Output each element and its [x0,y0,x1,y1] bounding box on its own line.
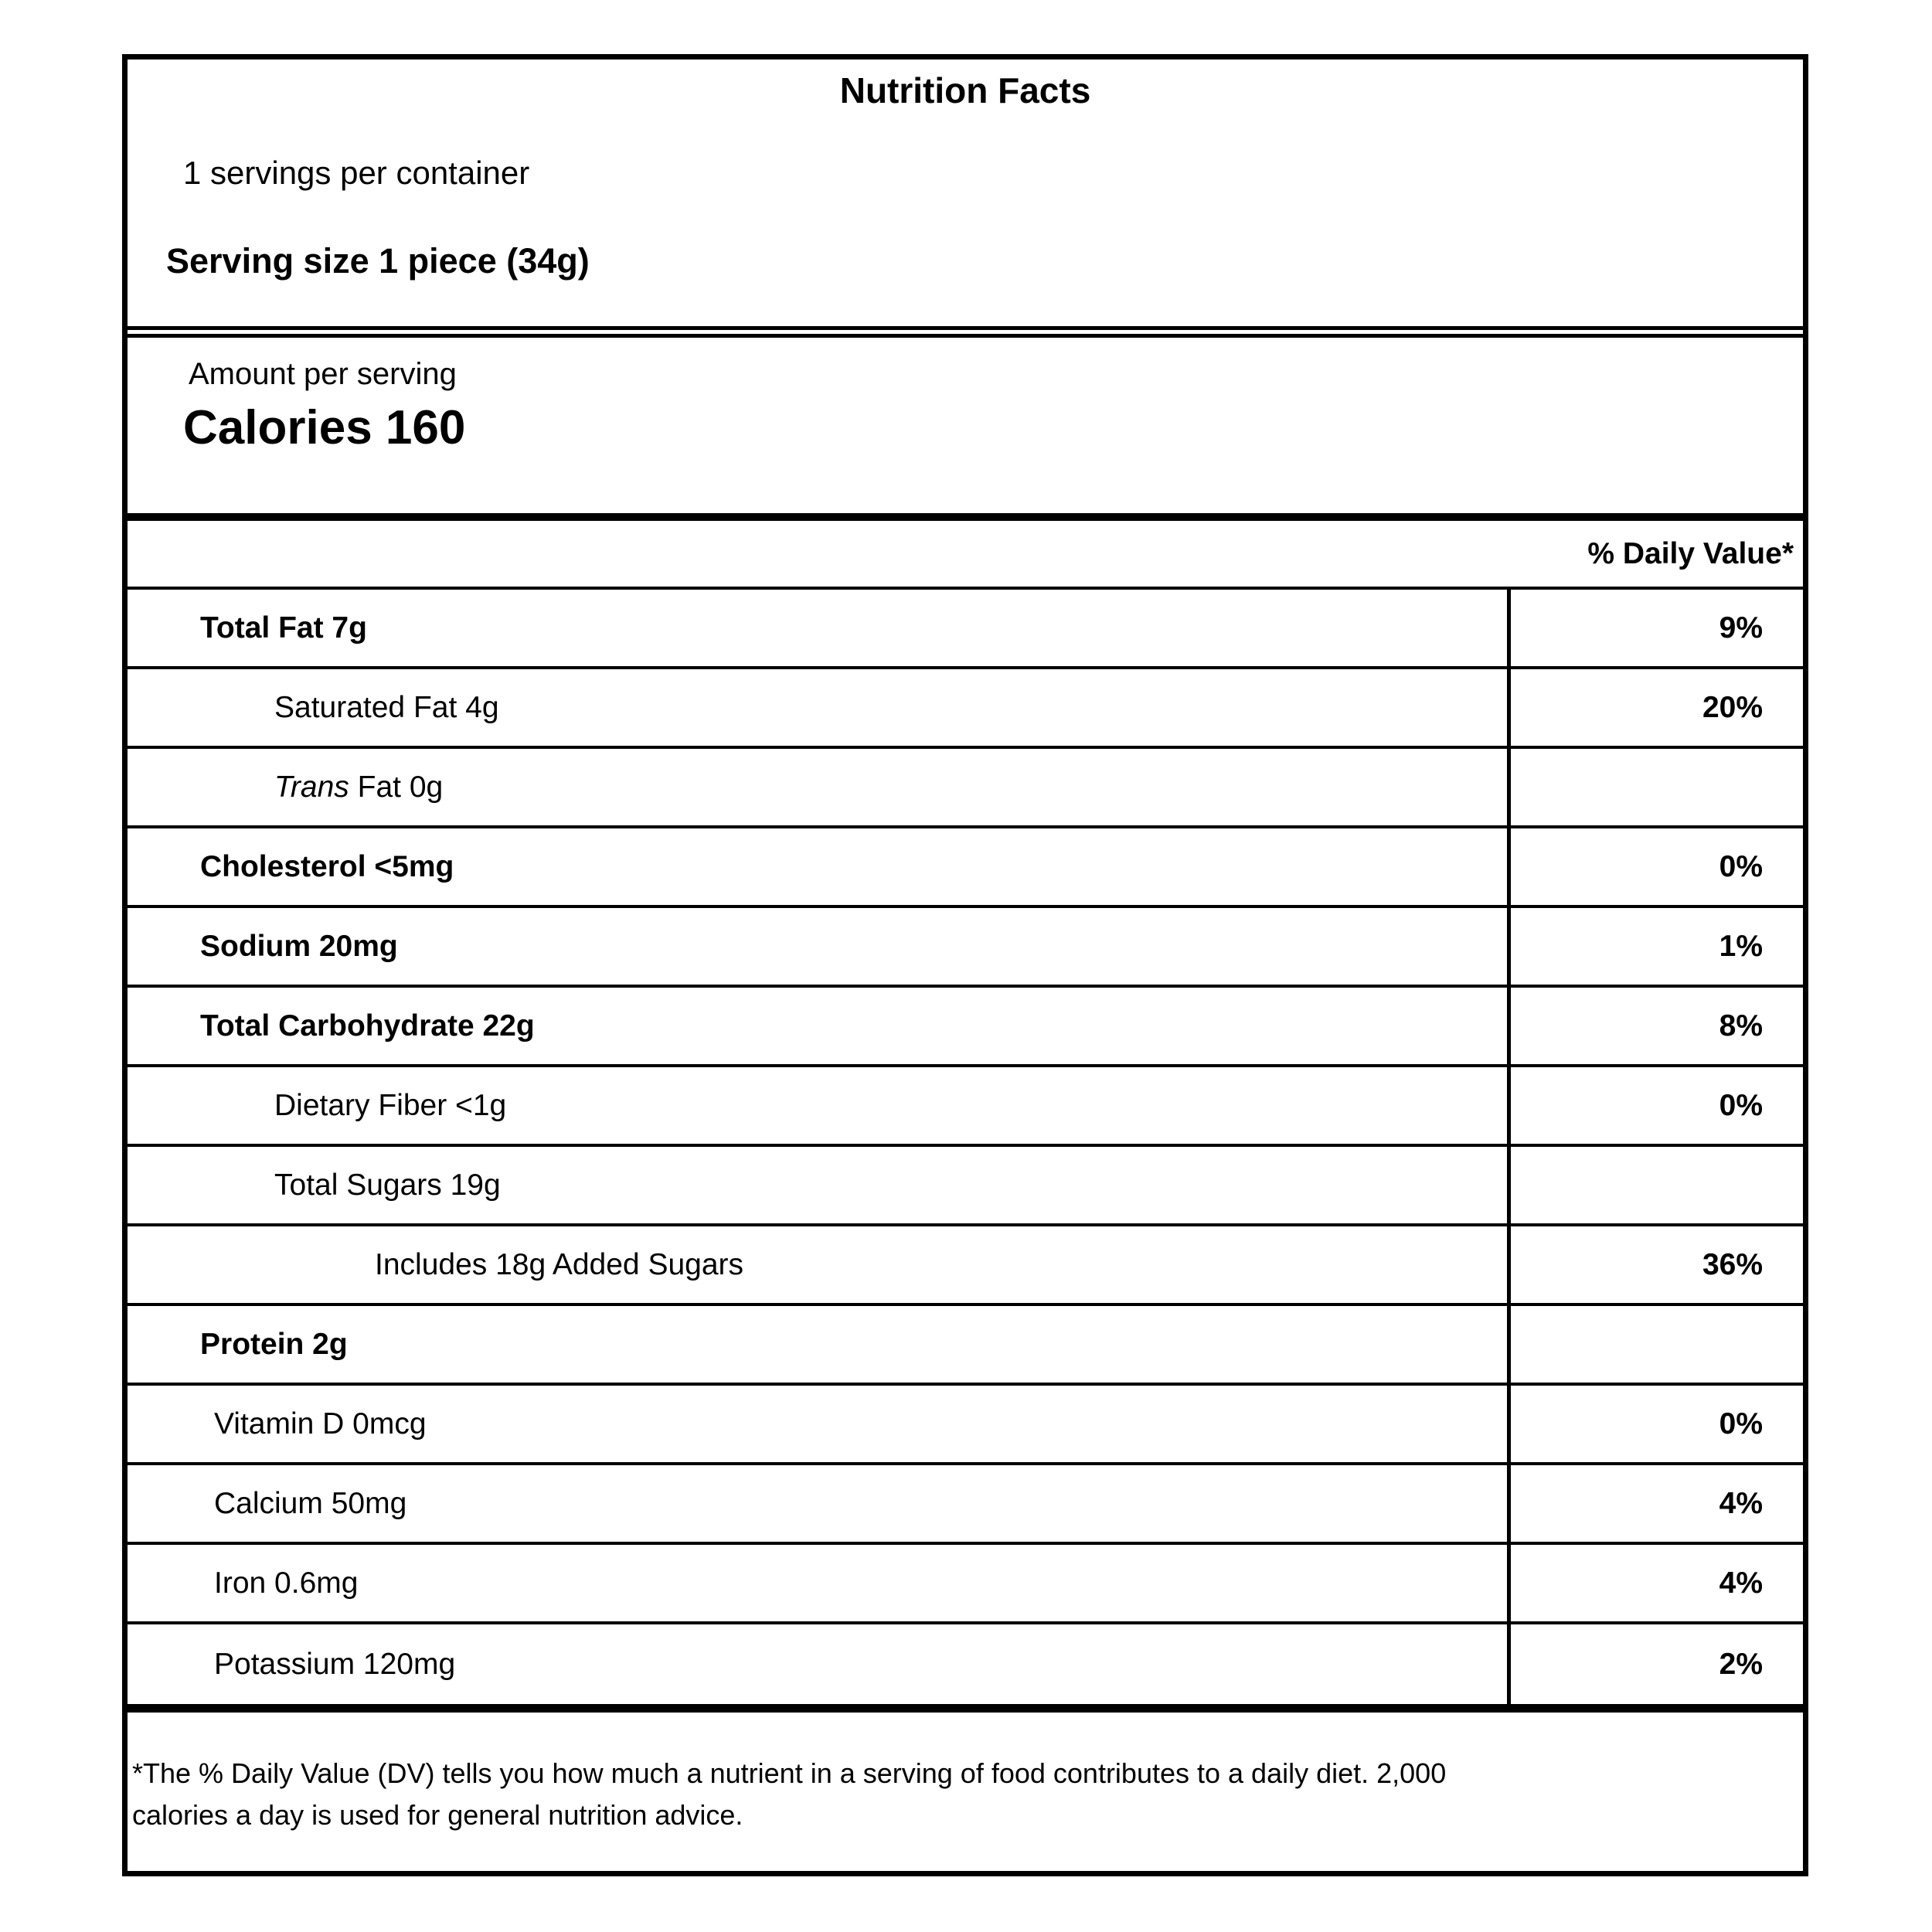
amount-per-serving: Amount per serving [189,357,457,391]
nutrient-row-total-sugars: Total Sugars 19g [128,1147,1803,1226]
nutrient-row-sodium: Sodium 20mg 1% [128,908,1803,988]
nutrient-row-cholesterol: Cholesterol <5mg 0% [128,828,1803,908]
daily-value-cell: 0% [1507,1386,1803,1462]
nutrient-row-saturated-fat: Saturated Fat 4g 20% [128,669,1803,749]
nutrient-row-dietary-fiber: Dietary Fiber <1g 0% [128,1067,1803,1147]
daily-value-cell: 0% [1507,828,1803,905]
nutrient-row-total-carbohydrate: Total Carbohydrate 22g 8% [128,988,1803,1067]
serving-size: Serving size 1 piece (34g) [166,241,590,281]
nutrient-row-total-fat: Total Fat 7g 9% [128,590,1803,669]
nutrient-text: Sodium 20mg [200,929,398,963]
daily-value-cell: 20% [1507,669,1803,746]
daily-value-cell [1507,1147,1803,1223]
nutrient-row-iron: Iron 0.6mg 4% [128,1545,1803,1624]
nutrient-text: Total Fat 7g [200,611,367,645]
daily-value-cell: 36% [1507,1226,1803,1303]
daily-value-cell: 0% [1507,1067,1803,1144]
daily-value-header: % Daily Value* [128,521,1803,590]
nutrient-row-added-sugars: Includes 18g Added Sugars 36% [128,1226,1803,1306]
daily-value-cell: 4% [1507,1545,1803,1621]
daily-value-cell: 8% [1507,988,1803,1064]
daily-value-cell: 9% [1507,590,1803,666]
nutrient-row-calcium: Calcium 50mg 4% [128,1465,1803,1545]
nutrient-text: Protein 2g [200,1327,348,1361]
nutrient-text: Total Carbohydrate 22g [200,1009,535,1043]
thick-divider-bar [128,513,1803,521]
nutrient-rows: Total Fat 7g 9% Saturated Fat 4g 20% Tra… [128,590,1803,1713]
calories-value: Calories 160 [183,401,466,454]
footnote: *The % Daily Value (DV) tells you how mu… [128,1713,1803,1836]
daily-value-cell: 1% [1507,908,1803,985]
servings-per-container: 1 servings per container [183,155,530,191]
nutrient-text: Cholesterol <5mg [200,849,454,883]
footnote-line-1: *The % Daily Value (DV) tells you how mu… [132,1757,1447,1789]
daily-value-cell: 4% [1507,1465,1803,1542]
daily-value-cell [1507,1306,1803,1383]
daily-value-cell: 2% [1507,1624,1803,1704]
nutrient-row-protein: Protein 2g [128,1306,1803,1386]
nutrient-row-trans-fat: Trans Fat 0g [128,749,1803,828]
label-header-section: Nutrition Facts 1 servings per container… [128,69,1803,330]
nutrient-row-vitamin-d: Vitamin D 0mcg 0% [128,1386,1803,1465]
label-title: Nutrition Facts [839,70,1091,111]
daily-value-cell [1507,749,1803,825]
footnote-line-2: calories a day is used for general nutri… [132,1799,743,1831]
calories-section: Amount per serving Calories 160 [128,334,1803,513]
nutrition-facts-label: Nutrition Facts 1 servings per container… [122,54,1808,1876]
nutrient-row-potassium: Potassium 120mg 2% [128,1624,1803,1704]
